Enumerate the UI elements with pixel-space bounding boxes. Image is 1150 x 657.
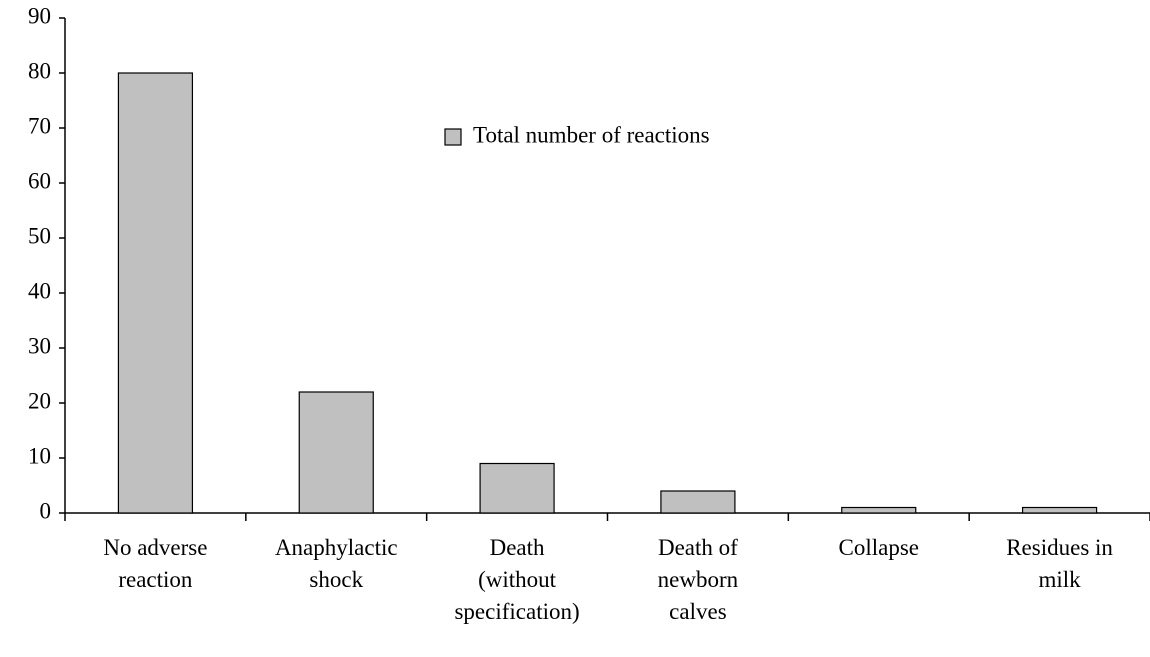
- y-tick-label: 10: [28, 443, 51, 468]
- bar: [1021, 506, 1098, 514]
- x-tick-label: Anaphylactic shock: [274, 535, 398, 592]
- bar: [660, 490, 736, 514]
- legend-label: Total number of reactions: [473, 122, 710, 147]
- y-tick-label: 20: [28, 388, 51, 413]
- legend-swatch: [444, 128, 462, 146]
- y-tick-label: 70: [28, 113, 51, 138]
- bar: [298, 391, 374, 514]
- y-tick-label: 0: [40, 498, 52, 523]
- y-tick-label: 90: [28, 3, 51, 28]
- y-tick-label: 80: [28, 58, 51, 83]
- x-tick-label: Death (without specification): [454, 535, 580, 624]
- y-tick-label: 30: [28, 333, 51, 358]
- y-tick-label: 60: [28, 168, 51, 193]
- bar: [841, 506, 917, 514]
- x-tick-label: Death of newborn calves: [657, 535, 739, 624]
- x-tick-label: No adverse reaction: [103, 535, 208, 592]
- bar: [479, 462, 555, 514]
- y-tick-label: 50: [28, 223, 51, 248]
- x-tick-label: Residues in milk: [1006, 535, 1113, 592]
- bar: [117, 72, 194, 514]
- y-tick-label: 40: [28, 278, 51, 303]
- x-tick-label: Collapse: [838, 535, 920, 560]
